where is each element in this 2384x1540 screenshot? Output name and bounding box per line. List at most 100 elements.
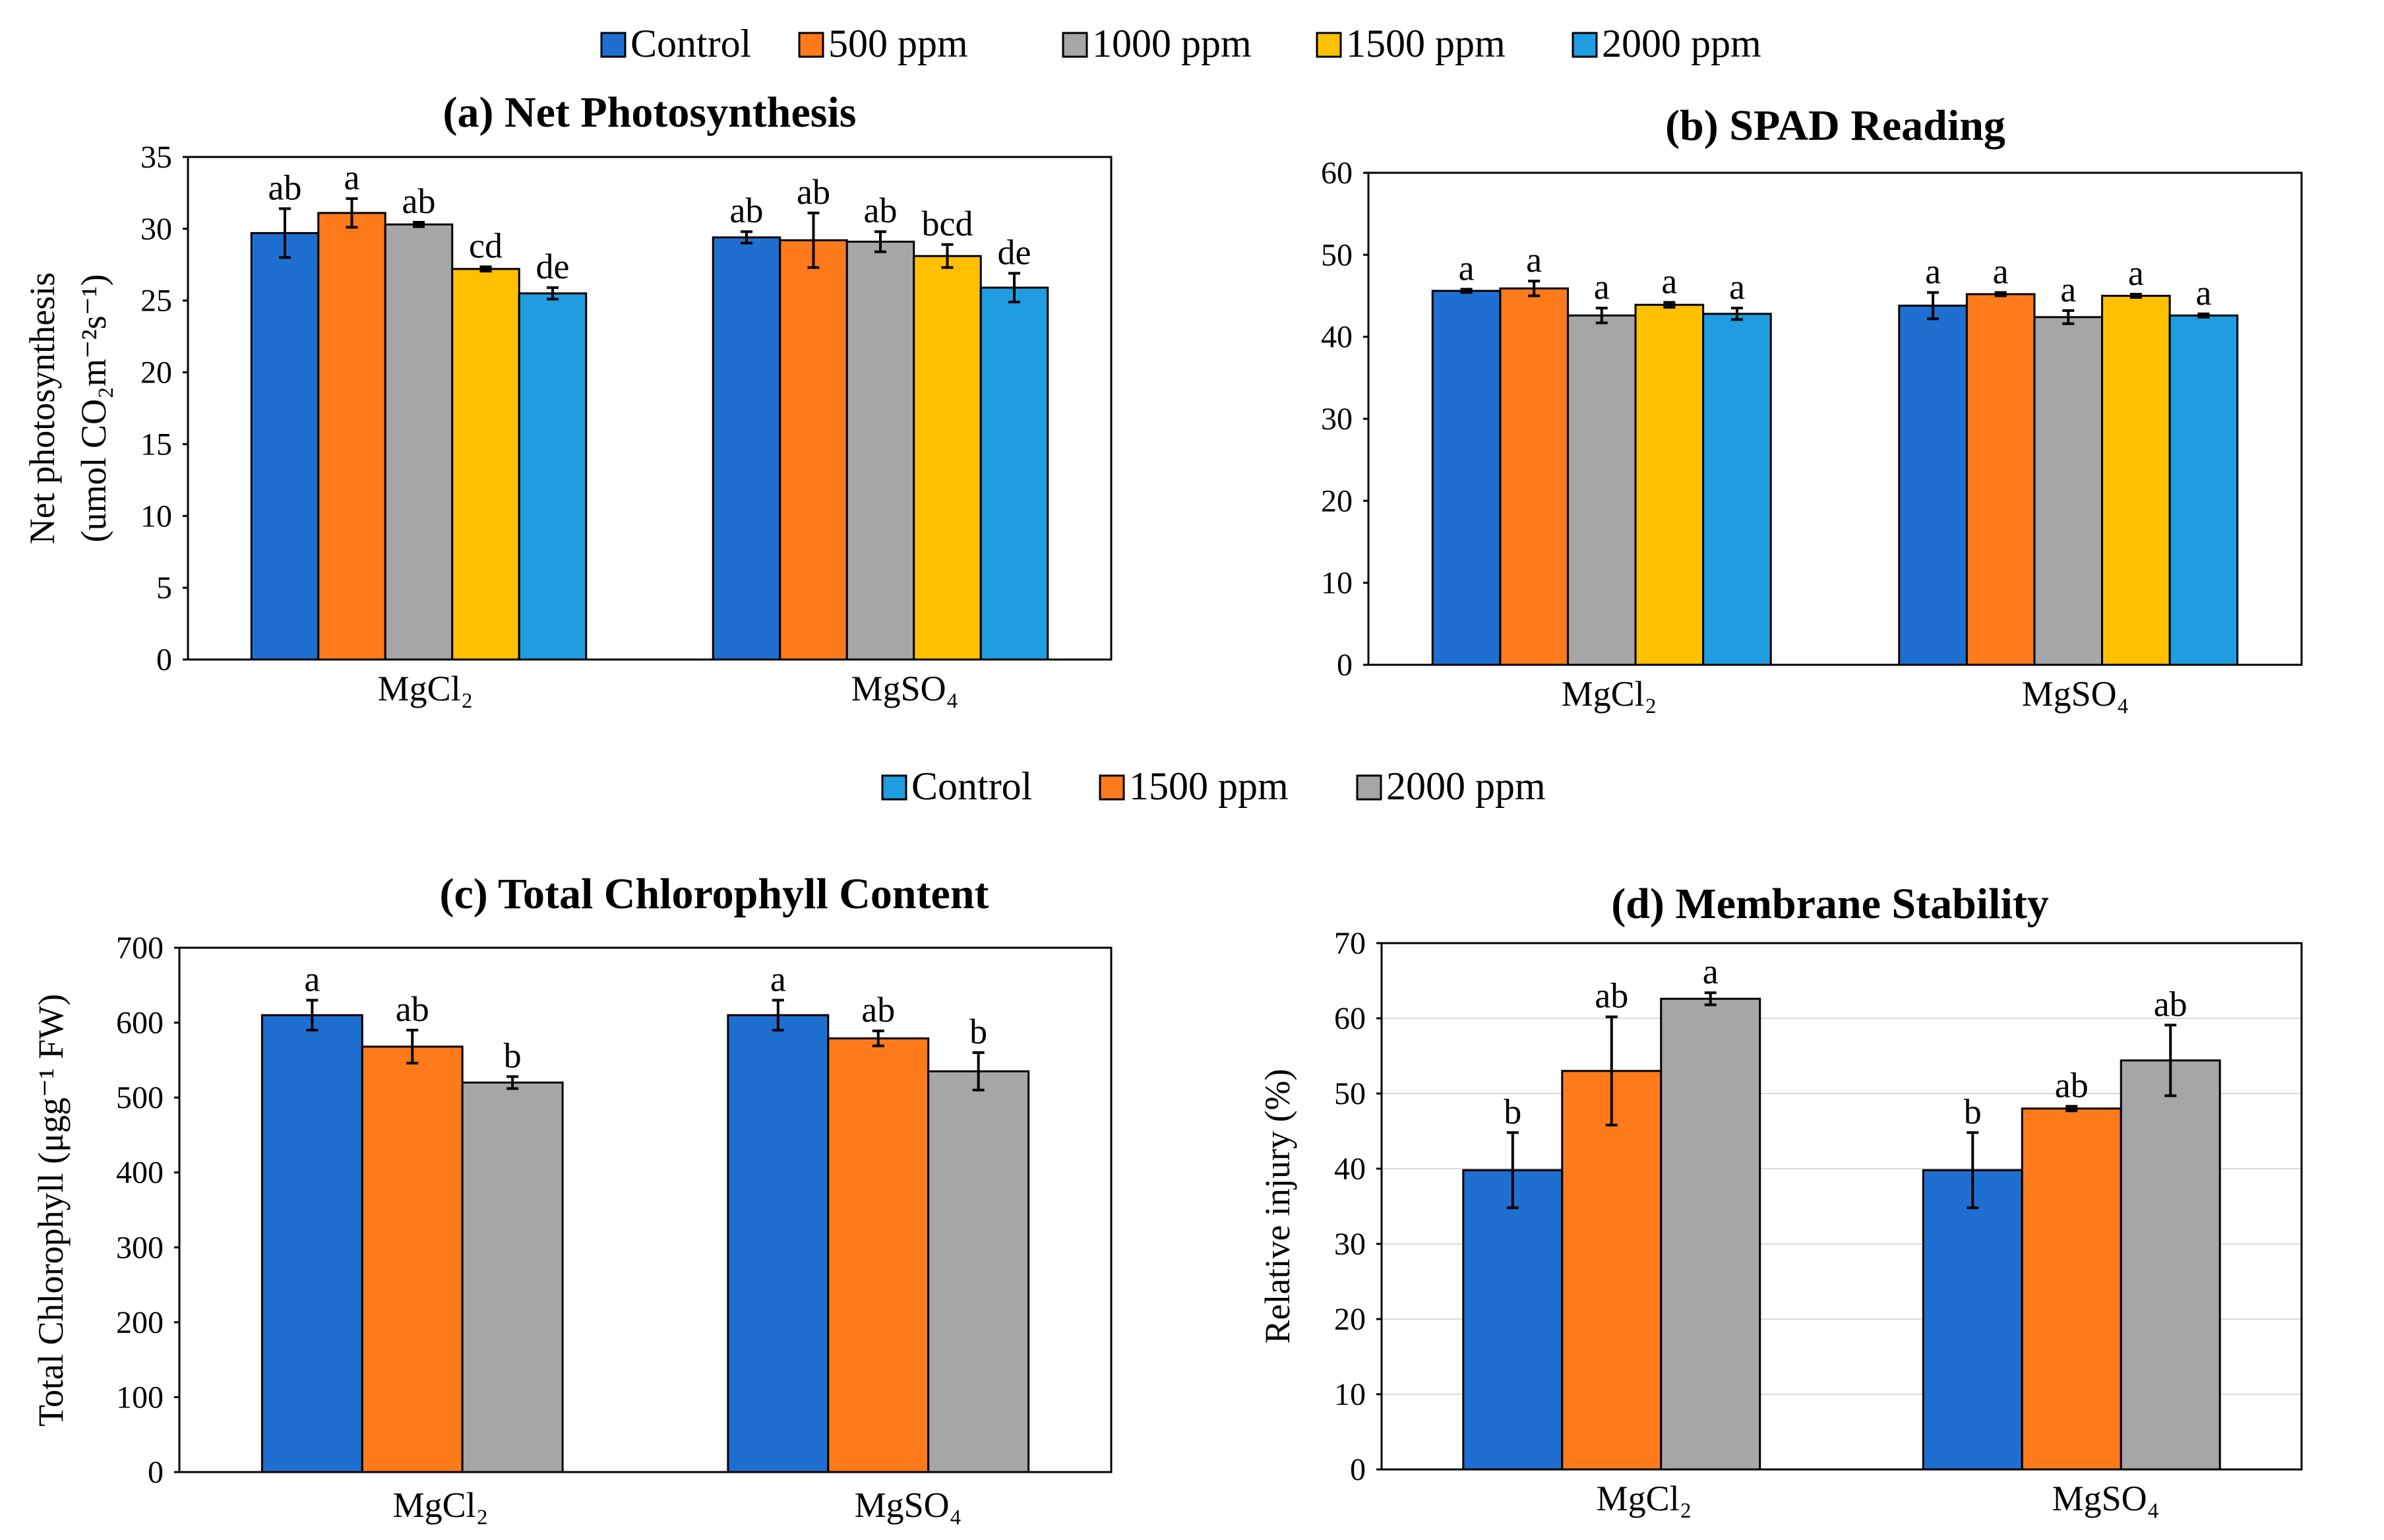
significance-letter: a [1925, 252, 1941, 292]
y-tick-label: 70 [1334, 926, 1366, 961]
significance-letter: ab [396, 989, 429, 1029]
y-tick-label: 40 [1334, 1152, 1366, 1186]
x-category-label: MgSO₄ [2022, 674, 2129, 714]
bar [845, 240, 915, 661]
bar [779, 239, 848, 661]
bar [712, 236, 781, 661]
y-tick-label: 0 [1337, 648, 1353, 683]
legend-swatch [1316, 32, 1342, 58]
y-tick-label: 20 [1321, 483, 1353, 518]
y-tick-label: 200 [116, 1305, 164, 1340]
significance-letter: ab [2055, 1065, 2089, 1105]
significance-letter: a [304, 960, 320, 999]
y-tick-label: 700 [116, 931, 164, 966]
bar [1561, 1070, 1663, 1471]
y-tick-label: 50 [1334, 1076, 1366, 1111]
y-tick-label: 600 [116, 1006, 164, 1041]
legend-label: 1000 ppm [1092, 22, 1252, 65]
y-axis-label: Total Chlorophyll (μgg⁻¹ FW) [31, 994, 71, 1427]
y-tick-label: 10 [1334, 1377, 1366, 1412]
x-category-label: MgSO₄ [855, 1485, 962, 1525]
significance-letter: a [344, 158, 360, 197]
legend-label: Control [911, 764, 1032, 808]
significance-letter: bcd [922, 204, 973, 243]
significance-letter: a [2060, 270, 2076, 309]
x-category-label: MgCl₂ [1562, 674, 1657, 714]
legend-swatch [1572, 32, 1598, 58]
bar [2168, 314, 2239, 666]
legend-swatch [1356, 774, 1382, 801]
legend-swatch [881, 774, 907, 801]
bar [1965, 293, 2036, 666]
x-category-label: MgCl₂ [393, 1485, 489, 1525]
bar [1431, 290, 1502, 666]
chart-title: (d) Membrane Stability [1611, 880, 2049, 928]
legend-swatch [1099, 774, 1125, 801]
plot-frame [187, 156, 1113, 661]
x-category-label: MgCl₂ [1597, 1479, 1692, 1518]
bar [451, 268, 520, 661]
y-axis-label: Net photosynthesis [22, 272, 62, 545]
bar [1634, 303, 1705, 666]
bar [727, 1014, 830, 1473]
legend-swatch [600, 32, 627, 58]
significance-letter: b [504, 1035, 522, 1075]
significance-letter: ab [864, 191, 898, 230]
bar [979, 286, 1049, 661]
bar [1922, 1169, 2023, 1471]
plot-frame [1367, 171, 2303, 666]
bar [2120, 1059, 2221, 1471]
plot-frame [1380, 942, 2303, 1471]
y-axis-label: Relative injury (%) [1258, 1069, 1297, 1344]
bar [384, 223, 454, 661]
bar [361, 1045, 464, 1473]
significance-letter: a [1459, 249, 1475, 288]
bar [1660, 997, 1761, 1471]
bar [260, 1014, 363, 1473]
y-tick-label: 20 [1334, 1302, 1366, 1337]
significance-letter: a [770, 960, 786, 999]
significance-letter: de [536, 247, 570, 286]
legend-bottom: Control 1500 ppm 2000 ppm [881, 764, 1546, 808]
legend-swatch [798, 32, 824, 58]
bar [1566, 314, 1637, 666]
legend-label: 500 ppm [828, 22, 968, 65]
y-tick-label: 400 [116, 1155, 164, 1190]
legend-label: 2000 ppm [1386, 764, 1546, 808]
legend-label: 1500 ppm [1129, 764, 1289, 808]
significance-letter: cd [469, 226, 503, 266]
chart-title: (a) Net Photosynthesis [443, 88, 857, 137]
chart-title: (c) Total Chlorophyll Content [439, 870, 989, 918]
y-tick-label: 60 [1321, 156, 1353, 191]
significance-letter: ab [402, 181, 436, 221]
plot-frame [178, 946, 1113, 1473]
significance-letter: a [2195, 273, 2211, 313]
bar [827, 1037, 930, 1473]
y-tick-label: 0 [1350, 1452, 1366, 1487]
y-tick-label: 40 [1321, 320, 1353, 355]
significance-letter: a [1729, 267, 1745, 307]
bar [1702, 313, 1772, 666]
y-tick-label: 10 [1321, 566, 1353, 601]
y-tick-label: 0 [156, 642, 172, 677]
bar [461, 1081, 564, 1473]
significance-letter: a [1703, 952, 1719, 991]
significance-letter: ab [730, 191, 764, 230]
y-tick-label: 35 [140, 140, 172, 175]
significance-letter: a [1526, 240, 1542, 280]
significance-letter: a [1594, 267, 1610, 307]
panel-b-spad-reading: (b) SPAD Reading 0 10 20 30 40 50 60 a a a a a MgCl₂ a… [1321, 102, 2303, 714]
bar [927, 1070, 1030, 1473]
y-tick-label: 20 [140, 355, 172, 390]
bar [2033, 316, 2104, 666]
y-axis-label-units: (umol CO₂m⁻²s⁻¹) [74, 274, 113, 543]
y-tick-label: 300 [116, 1230, 164, 1265]
bar [1499, 287, 1569, 666]
y-tick-label: 25 [140, 284, 172, 319]
y-tick-label: 500 [116, 1080, 164, 1115]
bar [913, 255, 982, 661]
bar [518, 292, 588, 661]
y-tick-label: 50 [1321, 237, 1353, 272]
x-category-label: MgSO₄ [2052, 1479, 2160, 1518]
y-tick-label: 60 [1334, 1001, 1366, 1036]
